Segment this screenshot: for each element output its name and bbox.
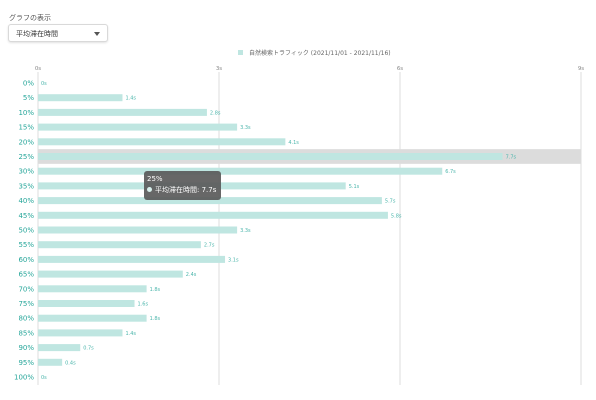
bar <box>38 138 286 146</box>
bar-value-label: 0.4s <box>65 360 76 366</box>
category-label: 100% <box>14 374 34 382</box>
graph-display-label: グラフの表示 <box>9 14 51 22</box>
bar <box>38 226 238 234</box>
category-label: 45% <box>18 212 34 220</box>
bar-value-label: 0s <box>41 375 47 381</box>
tooltip-separator: : <box>197 186 202 194</box>
chevron-down-icon <box>94 32 100 36</box>
metric-dropdown[interactable]: 平均滞在時間 <box>8 24 108 42</box>
category-label: 40% <box>18 197 34 205</box>
bar <box>38 255 226 263</box>
bar <box>38 211 388 219</box>
bar <box>38 108 207 116</box>
x-tick-label: 6s <box>397 66 403 72</box>
category-label: 65% <box>18 271 34 279</box>
bar <box>38 153 503 160</box>
category-label: 95% <box>18 359 34 367</box>
legend-swatch <box>238 50 243 55</box>
category-label: 80% <box>18 315 34 323</box>
category-label: 90% <box>18 344 34 352</box>
category-label: 10% <box>18 109 34 117</box>
bar <box>38 123 238 131</box>
tooltip-title: 25% <box>147 175 163 183</box>
category-label: 0% <box>23 80 34 88</box>
bar-value-label: 2.8s <box>210 110 221 116</box>
bar <box>38 329 123 337</box>
category-label: 5% <box>23 94 34 102</box>
bar-value-label: 5.1s <box>349 184 360 190</box>
x-tick-label: 0s <box>35 66 41 72</box>
bar-value-label: 0s <box>41 81 47 87</box>
category-label: 60% <box>18 256 34 264</box>
category-label: 75% <box>18 300 34 308</box>
bar-value-label: 3.3s <box>240 228 251 234</box>
chart-legend[interactable]: 自然検索トラフィック (2021/11/01 - 2021/11/16) <box>238 48 391 57</box>
legend-series-label: 自然検索トラフィック (2021/11/01 - 2021/11/16) <box>249 50 391 57</box>
bar-value-label: 4.1s <box>288 140 299 146</box>
bar <box>38 197 382 205</box>
bar-value-label: 5.7s <box>385 199 396 205</box>
category-label: 25% <box>18 153 34 161</box>
bar <box>38 300 135 307</box>
bar <box>38 344 81 352</box>
bar-value-label: 0.7s <box>83 346 94 352</box>
bar-value-label: 1.4s <box>125 331 136 337</box>
bar <box>38 167 443 175</box>
bar-value-label: 1.4s <box>125 96 136 102</box>
category-label: 70% <box>18 285 34 293</box>
category-label: 85% <box>18 329 34 337</box>
bar <box>38 94 123 102</box>
bar-value-label: 1.8s <box>150 316 161 322</box>
tooltip-row: 平均滞在時間: 7.7s <box>147 185 216 196</box>
bar <box>38 241 201 249</box>
metric-dropdown-value: 平均滞在時間 <box>16 30 58 38</box>
category-label: 30% <box>18 168 34 176</box>
bar <box>38 270 183 278</box>
bar-value-label: 2.4s <box>186 272 197 278</box>
category-label: 55% <box>18 241 34 249</box>
x-tick-label: 3s <box>216 66 222 72</box>
tooltip-metric: 平均滞在時間 <box>155 186 197 194</box>
bar-value-label: 7.7s <box>506 155 517 161</box>
x-tick-label: 9s <box>578 66 584 72</box>
bar-value-label: 3.1s <box>228 257 239 263</box>
bar <box>38 285 147 293</box>
bar <box>38 358 63 366</box>
bar <box>38 314 147 322</box>
category-label: 35% <box>18 182 34 190</box>
bar-value-label: 3.3s <box>240 125 251 131</box>
bar-value-label: 5.8s <box>391 213 402 219</box>
tooltip-value: 7.7s <box>201 186 217 194</box>
category-label: 50% <box>18 227 34 235</box>
bar-value-label: 1.6s <box>138 302 149 308</box>
bar-value-label: 1.8s <box>150 287 161 293</box>
chart-tooltip: 25% 平均滞在時間: 7.7s <box>144 171 222 200</box>
bar-value-label: 6.7s <box>445 169 456 175</box>
category-label: 20% <box>18 138 34 146</box>
bar-value-label: 2.7s <box>204 243 215 249</box>
category-label: 15% <box>18 124 34 132</box>
tooltip-series-dot <box>147 187 152 192</box>
